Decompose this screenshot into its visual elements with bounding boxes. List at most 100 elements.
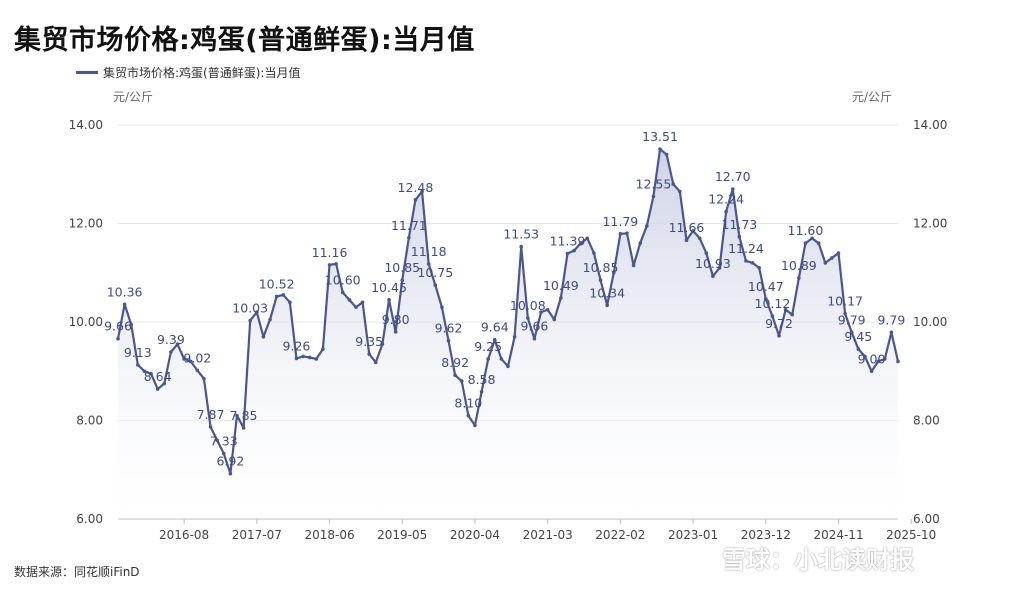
data-point [288, 300, 292, 305]
data-point [492, 337, 497, 342]
data-point [221, 451, 226, 456]
data-point [261, 334, 266, 339]
data-label: 9.72 [765, 316, 793, 331]
data-label: 9.25 [474, 339, 502, 354]
data-point [611, 270, 616, 275]
data-label: 13.51 [642, 129, 678, 144]
data-point [129, 322, 134, 327]
data-label: 10.52 [259, 276, 295, 291]
data-label: 10.17 [827, 294, 863, 309]
data-label: 9.64 [481, 320, 509, 335]
data-point [730, 187, 735, 191]
data-point [235, 413, 239, 418]
data-point [519, 244, 524, 249]
data-point [678, 189, 682, 194]
data-point [572, 248, 576, 253]
data-point [545, 307, 550, 312]
data-point [783, 307, 788, 312]
data-point [380, 342, 385, 346]
data-point [876, 359, 880, 364]
y-tick-label-right: 8.00 [913, 414, 940, 428]
data-point [512, 334, 517, 339]
data-label: 11.79 [602, 214, 638, 229]
data-point [433, 283, 438, 287]
data-point [810, 236, 814, 241]
data-point [169, 350, 173, 354]
data-point [565, 251, 570, 256]
data-point [373, 360, 378, 365]
y-tick-label-left: 10.00 [69, 315, 103, 329]
data-label: 9.02 [183, 350, 211, 365]
data-label: 10.03 [232, 301, 268, 316]
data-point [697, 236, 702, 241]
data-label: 9.79 [838, 312, 866, 327]
x-tick-label: 2016-08 [159, 528, 209, 542]
data-label: 8.58 [468, 372, 496, 387]
data-point [255, 310, 259, 314]
data-point [248, 318, 253, 323]
data-point [208, 425, 213, 429]
data-label: 10.34 [589, 285, 625, 300]
data-point [770, 314, 775, 318]
y-tick-label-left: 6.00 [76, 512, 103, 526]
data-point [155, 387, 160, 391]
data-point [539, 310, 543, 314]
data-label: 9.39 [157, 332, 185, 347]
data-label: 8.92 [441, 355, 469, 370]
data-label: 6.92 [216, 454, 244, 469]
data-point [618, 232, 623, 236]
data-point [823, 261, 828, 265]
data-point [750, 261, 755, 265]
data-point [459, 379, 464, 383]
data-point [334, 262, 338, 266]
x-tick-label: 2023-01 [668, 528, 718, 542]
data-label: 11.73 [721, 217, 757, 232]
data-point [413, 198, 418, 202]
data-label: 10.85 [384, 260, 420, 275]
data-point [360, 300, 365, 305]
data-point [631, 263, 636, 268]
legend[interactable]: 集贸市场价格:鸡蛋(普通鲜蛋):当月值 [76, 64, 300, 81]
y-tick-label-left: 14.00 [69, 118, 103, 132]
data-label: 10.36 [107, 284, 143, 299]
data-label: 9.62 [435, 321, 463, 336]
x-tick-label: 2021-03 [523, 528, 573, 542]
data-label: 7.33 [210, 433, 238, 448]
data-point [532, 336, 537, 341]
data-label: 9.26 [283, 338, 311, 353]
data-point [136, 363, 140, 367]
data-point [691, 229, 695, 233]
data-point [486, 357, 490, 361]
x-tick-label: 2020-04 [450, 528, 500, 542]
x-tick-label: 2025-10 [886, 528, 936, 542]
data-label: 10.93 [695, 256, 731, 271]
data-point [889, 330, 894, 335]
data-point [757, 266, 761, 270]
watermark: 雪球：小北读财报 [722, 546, 914, 574]
data-point [321, 347, 325, 351]
data-label: 11.16 [312, 245, 348, 260]
data-point [578, 241, 583, 245]
data-label: 9.80 [382, 312, 410, 327]
data-label: 12.55 [636, 176, 672, 191]
data-point [863, 354, 867, 359]
data-point [882, 357, 887, 361]
data-label: 10.45 [371, 280, 407, 295]
y-tick-label-left: 8.00 [76, 414, 103, 428]
x-tick-label: 2024-11 [813, 528, 863, 542]
data-point [625, 231, 629, 236]
data-point [638, 241, 643, 245]
data-point [658, 147, 662, 151]
data-label: 8.10 [454, 396, 482, 411]
data-point [340, 290, 345, 295]
data-point [116, 336, 120, 341]
data-point [704, 251, 709, 255]
y-tick-label-right: 12.00 [913, 217, 947, 231]
data-point [400, 278, 405, 282]
x-tick-label: 2023-12 [741, 528, 791, 542]
data-point [843, 311, 847, 316]
data-point [506, 364, 510, 369]
y-tick-label-right: 14.00 [913, 118, 947, 132]
data-source: 数据来源：同花顺iFinD [14, 565, 140, 579]
